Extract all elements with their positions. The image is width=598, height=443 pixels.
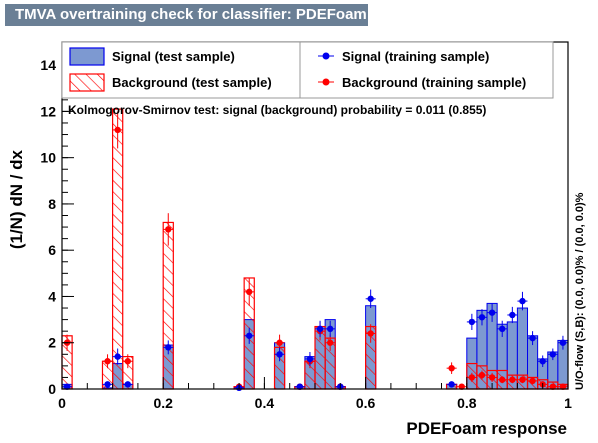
background-training-point xyxy=(458,383,465,390)
signal-training-point xyxy=(448,381,455,388)
background-test-bar xyxy=(162,221,174,390)
legend-label-signal-training: Signal (training sample) xyxy=(342,49,489,64)
background-training-point xyxy=(509,376,516,383)
background-training-point xyxy=(326,339,334,346)
signal-training-point xyxy=(367,295,374,302)
signal-training-point xyxy=(306,355,314,363)
signal-training-point xyxy=(104,381,111,388)
background-training-point xyxy=(114,126,121,134)
x-tick-label: 0.4 xyxy=(255,395,275,411)
y-tick-label: 6 xyxy=(48,242,56,258)
background-training-point xyxy=(367,330,374,337)
background-training-point xyxy=(499,376,506,383)
x-tick-label: 0.2 xyxy=(153,395,173,411)
x-axis-title: PDEFoam response xyxy=(406,419,567,438)
y-tick-label: 0 xyxy=(48,381,56,397)
background-training-point xyxy=(124,358,131,365)
legend-label-signal-test: Signal (test sample) xyxy=(112,49,235,64)
signal-training-point xyxy=(326,325,334,333)
background-training-point xyxy=(276,339,283,346)
signal-training-point xyxy=(124,381,131,388)
signal-training-point xyxy=(539,358,546,365)
signal-training-point xyxy=(559,339,567,346)
background-training-point xyxy=(488,374,496,381)
y-tick-label: 8 xyxy=(48,196,56,212)
y-tick-label: 10 xyxy=(40,150,56,166)
signal-training-point xyxy=(296,383,304,390)
legend: Signal (test sample) Background (test sa… xyxy=(61,41,554,99)
signal-training-series xyxy=(62,289,568,392)
background-training-point xyxy=(468,374,476,381)
y-tick-label: 12 xyxy=(40,103,56,119)
x-tick-label: 0 xyxy=(58,395,66,411)
legend-label-background-training: Background (training sample) xyxy=(342,75,526,90)
background-training-point xyxy=(448,364,455,372)
y-axis-title: (1/N) dN / dx xyxy=(7,149,26,249)
background-test-bar xyxy=(111,108,124,390)
y-tick-label: 14 xyxy=(40,57,56,73)
signal-training-point xyxy=(246,332,253,339)
signal-training-point xyxy=(276,351,283,358)
signal-training-point xyxy=(63,383,71,390)
signal-training-point xyxy=(478,314,486,321)
ks-annotation: Kolmogorov-Smirnov test: signal (backgro… xyxy=(68,103,486,117)
chart-title: TMVA overtraining check for classifier: … xyxy=(5,4,368,26)
signal-training-point xyxy=(114,353,121,360)
background-training-point xyxy=(478,371,486,379)
signal-training-point xyxy=(468,318,476,326)
signal-training-point xyxy=(529,334,536,342)
background-training-point xyxy=(246,288,253,296)
x-tick-label: 0.6 xyxy=(356,395,376,411)
x-tick-label: 0.8 xyxy=(457,395,477,411)
x-tick-label: 1 xyxy=(564,395,572,411)
y-tick-label: 2 xyxy=(48,335,56,351)
legend-box-right xyxy=(299,41,554,99)
signal-training-point xyxy=(519,297,526,305)
background-training-point xyxy=(165,226,172,233)
legend-swatch-signal-fill xyxy=(69,47,105,66)
background-training-point xyxy=(519,376,526,383)
signal-training-point xyxy=(488,309,496,316)
signal-training-point xyxy=(499,325,506,333)
overflow-note: U/O-flow (S,B): (0.0, 0.0)% / (0.0, 0.0)… xyxy=(574,192,586,390)
signal-training-point xyxy=(316,325,324,333)
legend-label-background-test: Background (test sample) xyxy=(112,75,272,90)
legend-swatch-background-hatch xyxy=(69,73,105,92)
background-training-point xyxy=(559,383,567,390)
signal-training-point xyxy=(549,351,557,358)
background-training-point xyxy=(529,377,536,385)
signal-training-point xyxy=(509,311,516,319)
signal-training-point xyxy=(165,344,172,351)
y-tick-label: 4 xyxy=(48,288,56,304)
background-training-point xyxy=(549,383,557,390)
background-training-point xyxy=(104,358,111,365)
